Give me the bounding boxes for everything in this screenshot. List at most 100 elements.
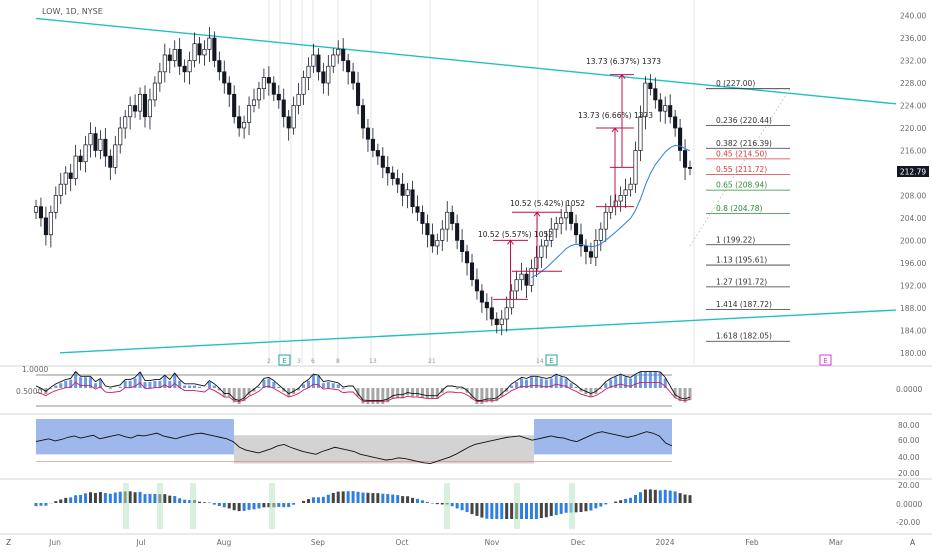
candle-body: [465, 252, 468, 263]
hist-tick-neg20: -20.00: [896, 518, 920, 527]
candle-body: [396, 179, 399, 185]
price-tick: 208.00: [900, 191, 926, 200]
candle-body: [242, 122, 245, 128]
hist-bar: [352, 491, 355, 503]
candle-body: [391, 173, 394, 179]
hist-bar: [253, 503, 256, 509]
time-tick: Aug: [217, 538, 232, 547]
candle-body: [460, 240, 463, 251]
time-tick: Jun: [48, 538, 61, 547]
hist-bar: [500, 503, 503, 519]
candle-body: [505, 308, 508, 319]
osc-bar: [322, 383, 325, 388]
hist-bar: [421, 500, 424, 503]
hist-bar: [560, 503, 563, 514]
candle-body: [589, 252, 592, 258]
candle-body: [277, 94, 280, 100]
hist-bar: [79, 495, 82, 503]
hist-bar: [312, 497, 315, 503]
hist-bar: [555, 503, 558, 515]
osc-bar: [535, 377, 538, 388]
osc-bar: [139, 372, 142, 388]
candle-body: [114, 145, 117, 167]
osc-bar: [401, 388, 404, 398]
hist-bar: [183, 500, 186, 503]
candle-body: [520, 274, 523, 280]
price-tick: 236.00: [900, 34, 926, 43]
candle-body: [99, 139, 102, 150]
hist-bar: [376, 493, 379, 503]
candle-body: [426, 224, 429, 235]
hist-bar: [302, 501, 305, 503]
price-tick: 204.00: [900, 214, 926, 223]
earnings-marker-1[interactable]: E: [279, 355, 290, 365]
hist-bar: [639, 492, 642, 503]
hist-bar: [74, 495, 77, 503]
candle-body: [153, 83, 156, 100]
earnings-marker-3[interactable]: E: [820, 355, 831, 365]
candle-body: [84, 145, 87, 162]
hist-bar: [178, 498, 181, 503]
candle-body: [688, 167, 691, 168]
time-tick: Dec: [571, 538, 586, 547]
candle-body: [292, 106, 295, 128]
osc-bar: [406, 388, 409, 395]
osc-bar: [74, 372, 77, 388]
hist-bar: [535, 503, 538, 519]
candle-body: [525, 274, 528, 285]
price-tick: 224.00: [900, 102, 926, 111]
osc-bar: [575, 387, 578, 388]
osc-tick-1: 1.0000: [22, 365, 48, 374]
osc-bar: [312, 375, 315, 388]
candle-body: [634, 150, 637, 184]
hist-bar: [223, 503, 226, 507]
earnings-marker-2[interactable]: E: [546, 355, 557, 365]
price-tick: 196.00: [900, 259, 926, 268]
hist-bar: [466, 503, 469, 512]
osc-bar: [198, 387, 201, 388]
hist-bar: [540, 503, 543, 518]
z-button[interactable]: Z: [6, 538, 11, 547]
date-marker: 2: [267, 358, 271, 365]
hist-bar: [163, 494, 166, 503]
price-tick: 180.00: [900, 349, 926, 358]
hist-bar: [411, 498, 414, 503]
fib-label: 1.618 (182.05): [716, 332, 772, 341]
hist-bar: [153, 494, 156, 503]
candle-body: [406, 190, 409, 196]
osc-bar: [302, 384, 305, 388]
osc-bar: [624, 377, 627, 388]
hist-bar: [649, 489, 652, 503]
candle-body: [148, 100, 151, 117]
osc-bar: [332, 383, 335, 388]
hist-bar: [584, 503, 587, 511]
hist-bar: [614, 502, 617, 503]
fib-label: 1.414 (187.72): [716, 300, 772, 309]
fib-label: 0.55 (211.72): [716, 165, 767, 174]
hist-bar: [39, 503, 42, 506]
candle-body: [123, 117, 126, 128]
candle-body: [629, 184, 632, 190]
candle-body: [168, 55, 171, 61]
hist-tick-0: 0.0000: [896, 500, 922, 509]
date-marker: 6: [311, 358, 315, 365]
hist-bar: [644, 490, 647, 503]
osc-bar: [59, 383, 62, 388]
auto-scale-button[interactable]: A: [910, 538, 916, 547]
hist-bar: [485, 503, 488, 519]
candle-body: [74, 156, 77, 178]
fib-label: 0 (227.00): [716, 79, 755, 88]
hist-bar: [594, 503, 597, 508]
candle-body: [416, 207, 419, 213]
rsi-tick-80: 80.00: [898, 421, 920, 430]
candle-body: [639, 117, 642, 151]
hist-bar: [243, 503, 246, 511]
candle-body: [569, 212, 572, 223]
candle-body: [297, 94, 300, 105]
osc-bar: [79, 377, 82, 388]
candle-body: [317, 55, 320, 72]
svg-text:E: E: [823, 357, 827, 365]
hist-bar: [228, 503, 231, 508]
hist-bar: [332, 493, 335, 503]
rsi-tick-20: 20.00: [898, 469, 920, 478]
